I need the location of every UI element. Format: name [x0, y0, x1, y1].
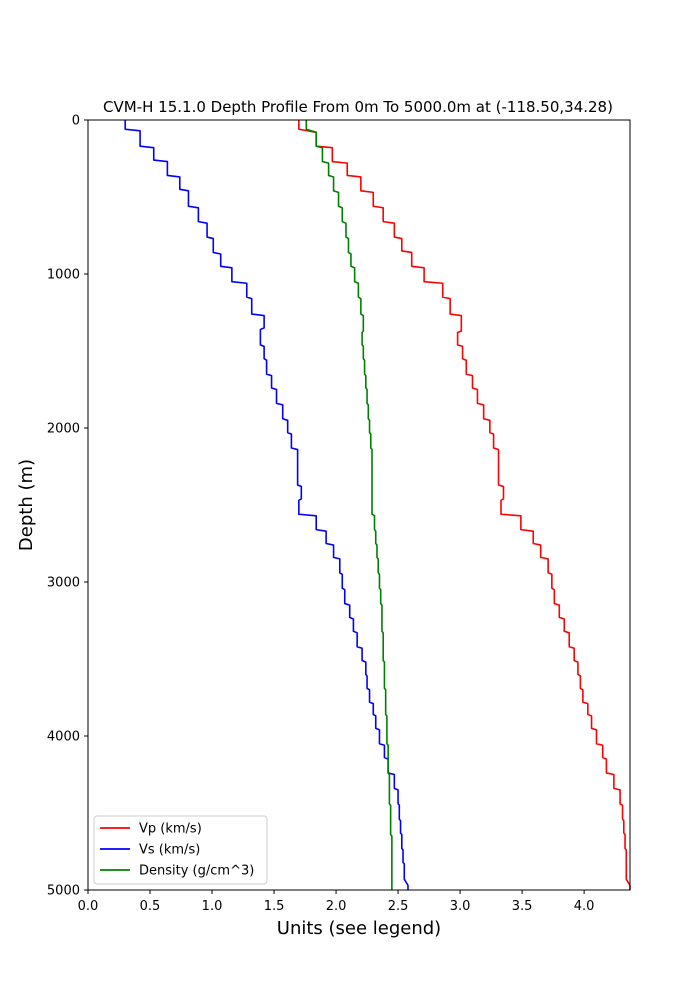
series-line-2	[305, 120, 393, 890]
x-tick-label: 0.5	[140, 899, 161, 914]
y-axis-label: Depth (m)	[16, 459, 37, 551]
x-tick-label: 1.0	[202, 899, 223, 914]
x-tick-label: 3.0	[450, 899, 471, 914]
y-tick-label: 4000	[47, 730, 80, 745]
legend: Vp (km/s) Vs (km/s) Density (g/cm^3)	[93, 815, 268, 885]
x-tick-label: 1.5	[264, 899, 285, 914]
x-tick-label: 2.5	[388, 899, 409, 914]
x-tick-label: 3.5	[512, 899, 533, 914]
legend-items: Vp (km/s) Vs (km/s) Density (g/cm^3)	[100, 822, 254, 879]
x-tick-label: 2.0	[326, 899, 347, 914]
y-tick-label: 5000	[47, 884, 80, 899]
y-tick-label: 3000	[47, 576, 80, 591]
legend-label-2: Density (g/cm^3)	[139, 864, 254, 879]
legend-label-0: Vp (km/s)	[139, 822, 202, 837]
chart-title: CVM-H 15.1.0 Depth Profile From 0m To 50…	[103, 98, 613, 116]
series-line-0	[298, 120, 631, 890]
y-tick-label: 1000	[47, 268, 80, 283]
series-lines	[124, 120, 631, 890]
plot-frame	[87, 119, 631, 891]
y-tick-label: 0	[72, 114, 80, 129]
y-axis-ticks: 0 1000 2000 3000 4000 5000	[47, 114, 88, 899]
legend-box	[93, 815, 268, 885]
x-axis-label: Units (see legend)	[277, 918, 441, 939]
x-tick-label: 4.0	[574, 899, 595, 914]
x-axis-ticks: 0.0 0.5 1.0 1.5 2.0 2.5 3.0 3.5 4.0	[78, 890, 595, 914]
x-tick-label: 0.0	[78, 899, 99, 914]
legend-label-1: Vs (km/s)	[139, 843, 200, 858]
y-tick-label: 2000	[47, 422, 80, 437]
